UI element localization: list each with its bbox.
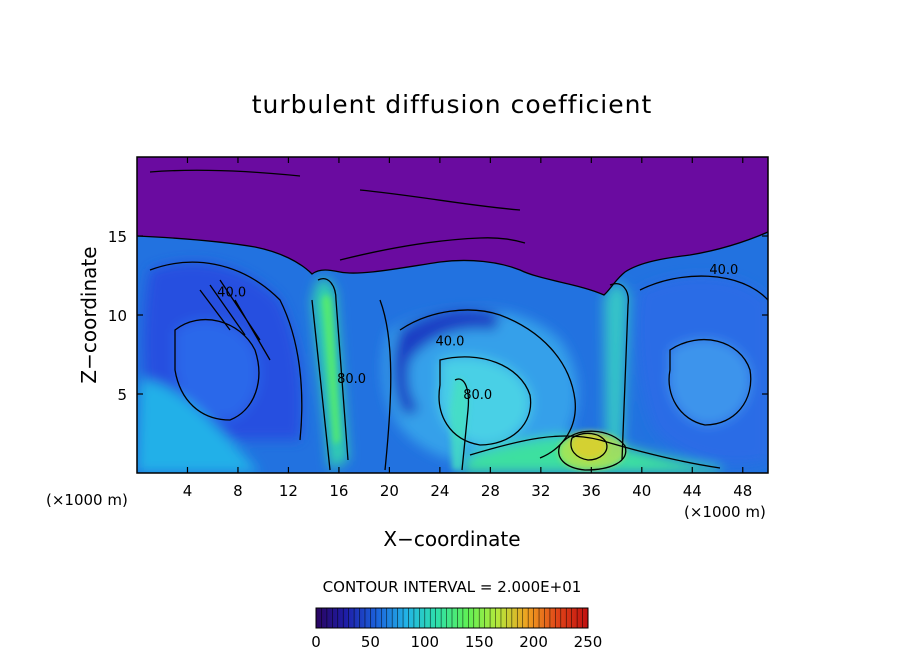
colorbar-stripes (315, 608, 589, 628)
x-tick-label: 20 (380, 482, 399, 500)
contour-label: 40.0 (709, 263, 738, 278)
x-tick-label: 16 (329, 482, 348, 500)
contour-labels: 40.0 40.0 80.0 80.0 40.0 (217, 263, 738, 403)
heatmap-field: 40.0 40.0 80.0 80.0 40.0 (137, 157, 768, 473)
contour-label: 40.0 (435, 334, 464, 349)
region-left-lower (137, 380, 260, 473)
x-tick-label: 32 (531, 482, 550, 500)
x-tick-label: 48 (733, 482, 752, 500)
region-column-16-edge (322, 294, 340, 445)
chart-title: turbulent diffusion coefficient (252, 90, 653, 119)
region-dark-arc (393, 310, 500, 415)
x-axis: 4 8 12 16 20 24 28 32 36 40 44 48 (183, 157, 752, 500)
x-tick-label: 4 (183, 482, 193, 500)
region-left-vortex-core (175, 319, 259, 420)
contour-label: 40.0 (217, 285, 246, 300)
colorbar-tick-label: 250 (574, 633, 603, 651)
colorbar-ticks: 0 50 100 150 200 250 (311, 633, 602, 651)
region-right-core (669, 339, 751, 425)
contour-lines (137, 169, 768, 471)
colorbar-tick-label: 50 (361, 633, 380, 651)
colorbar-tick-label: 100 (410, 633, 439, 651)
y-axis: 5 10 15 (108, 228, 768, 404)
x-tick-label: 12 (279, 482, 298, 500)
colorbar-tick-label: 150 (465, 633, 494, 651)
contour-label: 80.0 (463, 388, 492, 403)
x-unit-right: (×1000 m) (684, 503, 766, 521)
x-unit-left: (×1000 m) (46, 491, 128, 509)
x-tick-label: 40 (632, 482, 651, 500)
x-tick-label: 8 (233, 482, 243, 500)
x-tick-label: 36 (582, 482, 601, 500)
x-tick-label: 28 (481, 482, 500, 500)
colorbar-tick-label: 200 (519, 633, 548, 651)
region-column-39 (604, 283, 629, 460)
contour-label: 80.0 (337, 372, 366, 387)
y-tick-label: 5 (117, 386, 127, 404)
x-tick-label: 44 (683, 482, 702, 500)
x-axis-label: X−coordinate (383, 527, 520, 551)
x-tick-label: 24 (430, 482, 449, 500)
contour-interval-text: CONTOUR INTERVAL = 2.000E+01 (323, 578, 582, 596)
y-tick-label: 10 (108, 307, 127, 325)
y-axis-label: Z−coordinate (77, 246, 101, 383)
colorbar-frame (315, 607, 589, 629)
y-tick-label: 15 (108, 228, 127, 246)
colorbar-tick-label: 0 (311, 633, 321, 651)
colorbar: 0 50 100 150 200 250 (311, 607, 602, 651)
region-surface-peak-halo (558, 431, 626, 470)
